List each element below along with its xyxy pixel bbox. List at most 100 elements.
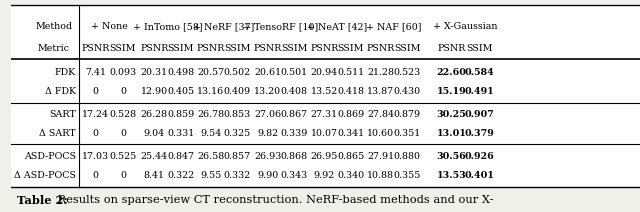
Text: 0.926: 0.926 xyxy=(465,152,495,161)
Text: Δ SART: Δ SART xyxy=(39,129,76,138)
Text: 0.498: 0.498 xyxy=(167,68,195,77)
Text: SSIM: SSIM xyxy=(337,44,364,53)
Text: 0: 0 xyxy=(93,87,99,96)
Text: 0.869: 0.869 xyxy=(337,110,364,119)
Text: SSIM: SSIM xyxy=(168,44,194,53)
Text: 0.430: 0.430 xyxy=(394,87,420,96)
Text: 9.82: 9.82 xyxy=(257,129,278,138)
Text: 0.343: 0.343 xyxy=(280,172,308,180)
Text: 0.865: 0.865 xyxy=(337,152,364,161)
Text: 27.84: 27.84 xyxy=(367,110,394,119)
Text: SSIM: SSIM xyxy=(394,44,420,53)
Text: 0.859: 0.859 xyxy=(167,110,195,119)
Text: 27.91: 27.91 xyxy=(367,152,394,161)
Text: 13.20: 13.20 xyxy=(254,87,281,96)
Text: 26.93: 26.93 xyxy=(254,152,281,161)
Text: 0.331: 0.331 xyxy=(167,129,195,138)
Text: 0.341: 0.341 xyxy=(337,129,364,138)
Text: + X-Gaussian: + X-Gaussian xyxy=(433,22,498,31)
Text: PSNR: PSNR xyxy=(140,44,168,53)
Text: + None: + None xyxy=(91,22,128,31)
Text: SSIM: SSIM xyxy=(467,44,493,53)
Text: 26.58: 26.58 xyxy=(197,152,225,161)
Text: + TensoRF [10]: + TensoRF [10] xyxy=(243,22,319,31)
Text: 9.92: 9.92 xyxy=(314,172,335,180)
Text: 0.409: 0.409 xyxy=(224,87,251,96)
Text: SSIM: SSIM xyxy=(281,44,307,53)
Text: 0.401: 0.401 xyxy=(465,172,495,180)
Text: 0.418: 0.418 xyxy=(337,87,364,96)
Text: 0.325: 0.325 xyxy=(224,129,251,138)
Text: 9.90: 9.90 xyxy=(257,172,278,180)
Text: 9.55: 9.55 xyxy=(200,172,221,180)
Text: 0.501: 0.501 xyxy=(280,68,308,77)
Text: 17.24: 17.24 xyxy=(83,110,109,119)
Text: 0.523: 0.523 xyxy=(394,68,421,77)
Text: 0.093: 0.093 xyxy=(109,68,136,77)
Text: FDK: FDK xyxy=(54,68,76,77)
Text: + NeAT [42]: + NeAT [42] xyxy=(307,22,367,31)
Text: SSIM: SSIM xyxy=(224,44,251,53)
Text: 21.28: 21.28 xyxy=(367,68,394,77)
Text: 20.31: 20.31 xyxy=(141,68,168,77)
Text: 8.41: 8.41 xyxy=(144,172,165,180)
Text: 9.54: 9.54 xyxy=(200,129,221,138)
Text: 27.06: 27.06 xyxy=(254,110,281,119)
Text: 0.379: 0.379 xyxy=(465,129,495,138)
Text: 10.60: 10.60 xyxy=(367,129,394,138)
Text: 0: 0 xyxy=(93,172,99,180)
Text: 0.351: 0.351 xyxy=(394,129,421,138)
Text: 0.528: 0.528 xyxy=(109,110,136,119)
Text: 0.857: 0.857 xyxy=(224,152,251,161)
Text: 13.52: 13.52 xyxy=(310,87,338,96)
Text: 20.57: 20.57 xyxy=(197,68,225,77)
Text: PSNR: PSNR xyxy=(253,44,282,53)
Text: 10.88: 10.88 xyxy=(367,172,394,180)
Text: 30.25: 30.25 xyxy=(436,110,466,119)
Text: + InTomo [58]: + InTomo [58] xyxy=(132,22,202,31)
Text: 0.322: 0.322 xyxy=(167,172,195,180)
Text: 26.95: 26.95 xyxy=(310,152,338,161)
Text: SSIM: SSIM xyxy=(109,44,136,53)
Text: 0.405: 0.405 xyxy=(167,87,195,96)
Text: 27.31: 27.31 xyxy=(310,110,338,119)
Text: 10.07: 10.07 xyxy=(310,129,338,138)
Text: 0.491: 0.491 xyxy=(465,87,495,96)
Text: + NeRF [37]: + NeRF [37] xyxy=(193,22,255,31)
Text: 0: 0 xyxy=(120,172,126,180)
Text: + NAF [60]: + NAF [60] xyxy=(366,22,422,31)
Text: 13.16: 13.16 xyxy=(197,87,225,96)
Text: 30.56: 30.56 xyxy=(436,152,466,161)
Text: Metric: Metric xyxy=(38,44,70,53)
Text: 0.502: 0.502 xyxy=(224,68,251,77)
Text: 0.847: 0.847 xyxy=(167,152,195,161)
Text: 0.907: 0.907 xyxy=(465,110,495,119)
Text: 9.04: 9.04 xyxy=(144,129,165,138)
Text: 0.880: 0.880 xyxy=(394,152,420,161)
Text: 17.03: 17.03 xyxy=(83,152,109,161)
Text: 22.60: 22.60 xyxy=(436,68,466,77)
Text: 26.78: 26.78 xyxy=(197,110,225,119)
Text: 20.94: 20.94 xyxy=(310,68,338,77)
Text: PSNR: PSNR xyxy=(310,44,339,53)
Text: PSNR: PSNR xyxy=(196,44,225,53)
Text: 0.339: 0.339 xyxy=(280,129,308,138)
Text: ASD-POCS: ASD-POCS xyxy=(24,152,76,161)
Text: 13.01: 13.01 xyxy=(436,129,466,138)
Text: SART: SART xyxy=(49,110,76,119)
Text: 0: 0 xyxy=(93,129,99,138)
Text: 26.28: 26.28 xyxy=(141,110,168,119)
Text: PSNR: PSNR xyxy=(82,44,110,53)
Text: 0.584: 0.584 xyxy=(465,68,495,77)
Text: 0.511: 0.511 xyxy=(337,68,364,77)
Text: PSNR: PSNR xyxy=(437,44,465,53)
Text: 13.87: 13.87 xyxy=(367,87,394,96)
Text: 0.525: 0.525 xyxy=(109,152,136,161)
Text: 0.853: 0.853 xyxy=(224,110,251,119)
Text: 0.340: 0.340 xyxy=(337,172,364,180)
Text: Table 2:: Table 2: xyxy=(17,195,68,206)
Text: Δ ASD-POCS: Δ ASD-POCS xyxy=(13,172,76,180)
Text: 12.90: 12.90 xyxy=(141,87,168,96)
Text: 25.44: 25.44 xyxy=(141,152,168,161)
Text: 0.867: 0.867 xyxy=(280,110,308,119)
